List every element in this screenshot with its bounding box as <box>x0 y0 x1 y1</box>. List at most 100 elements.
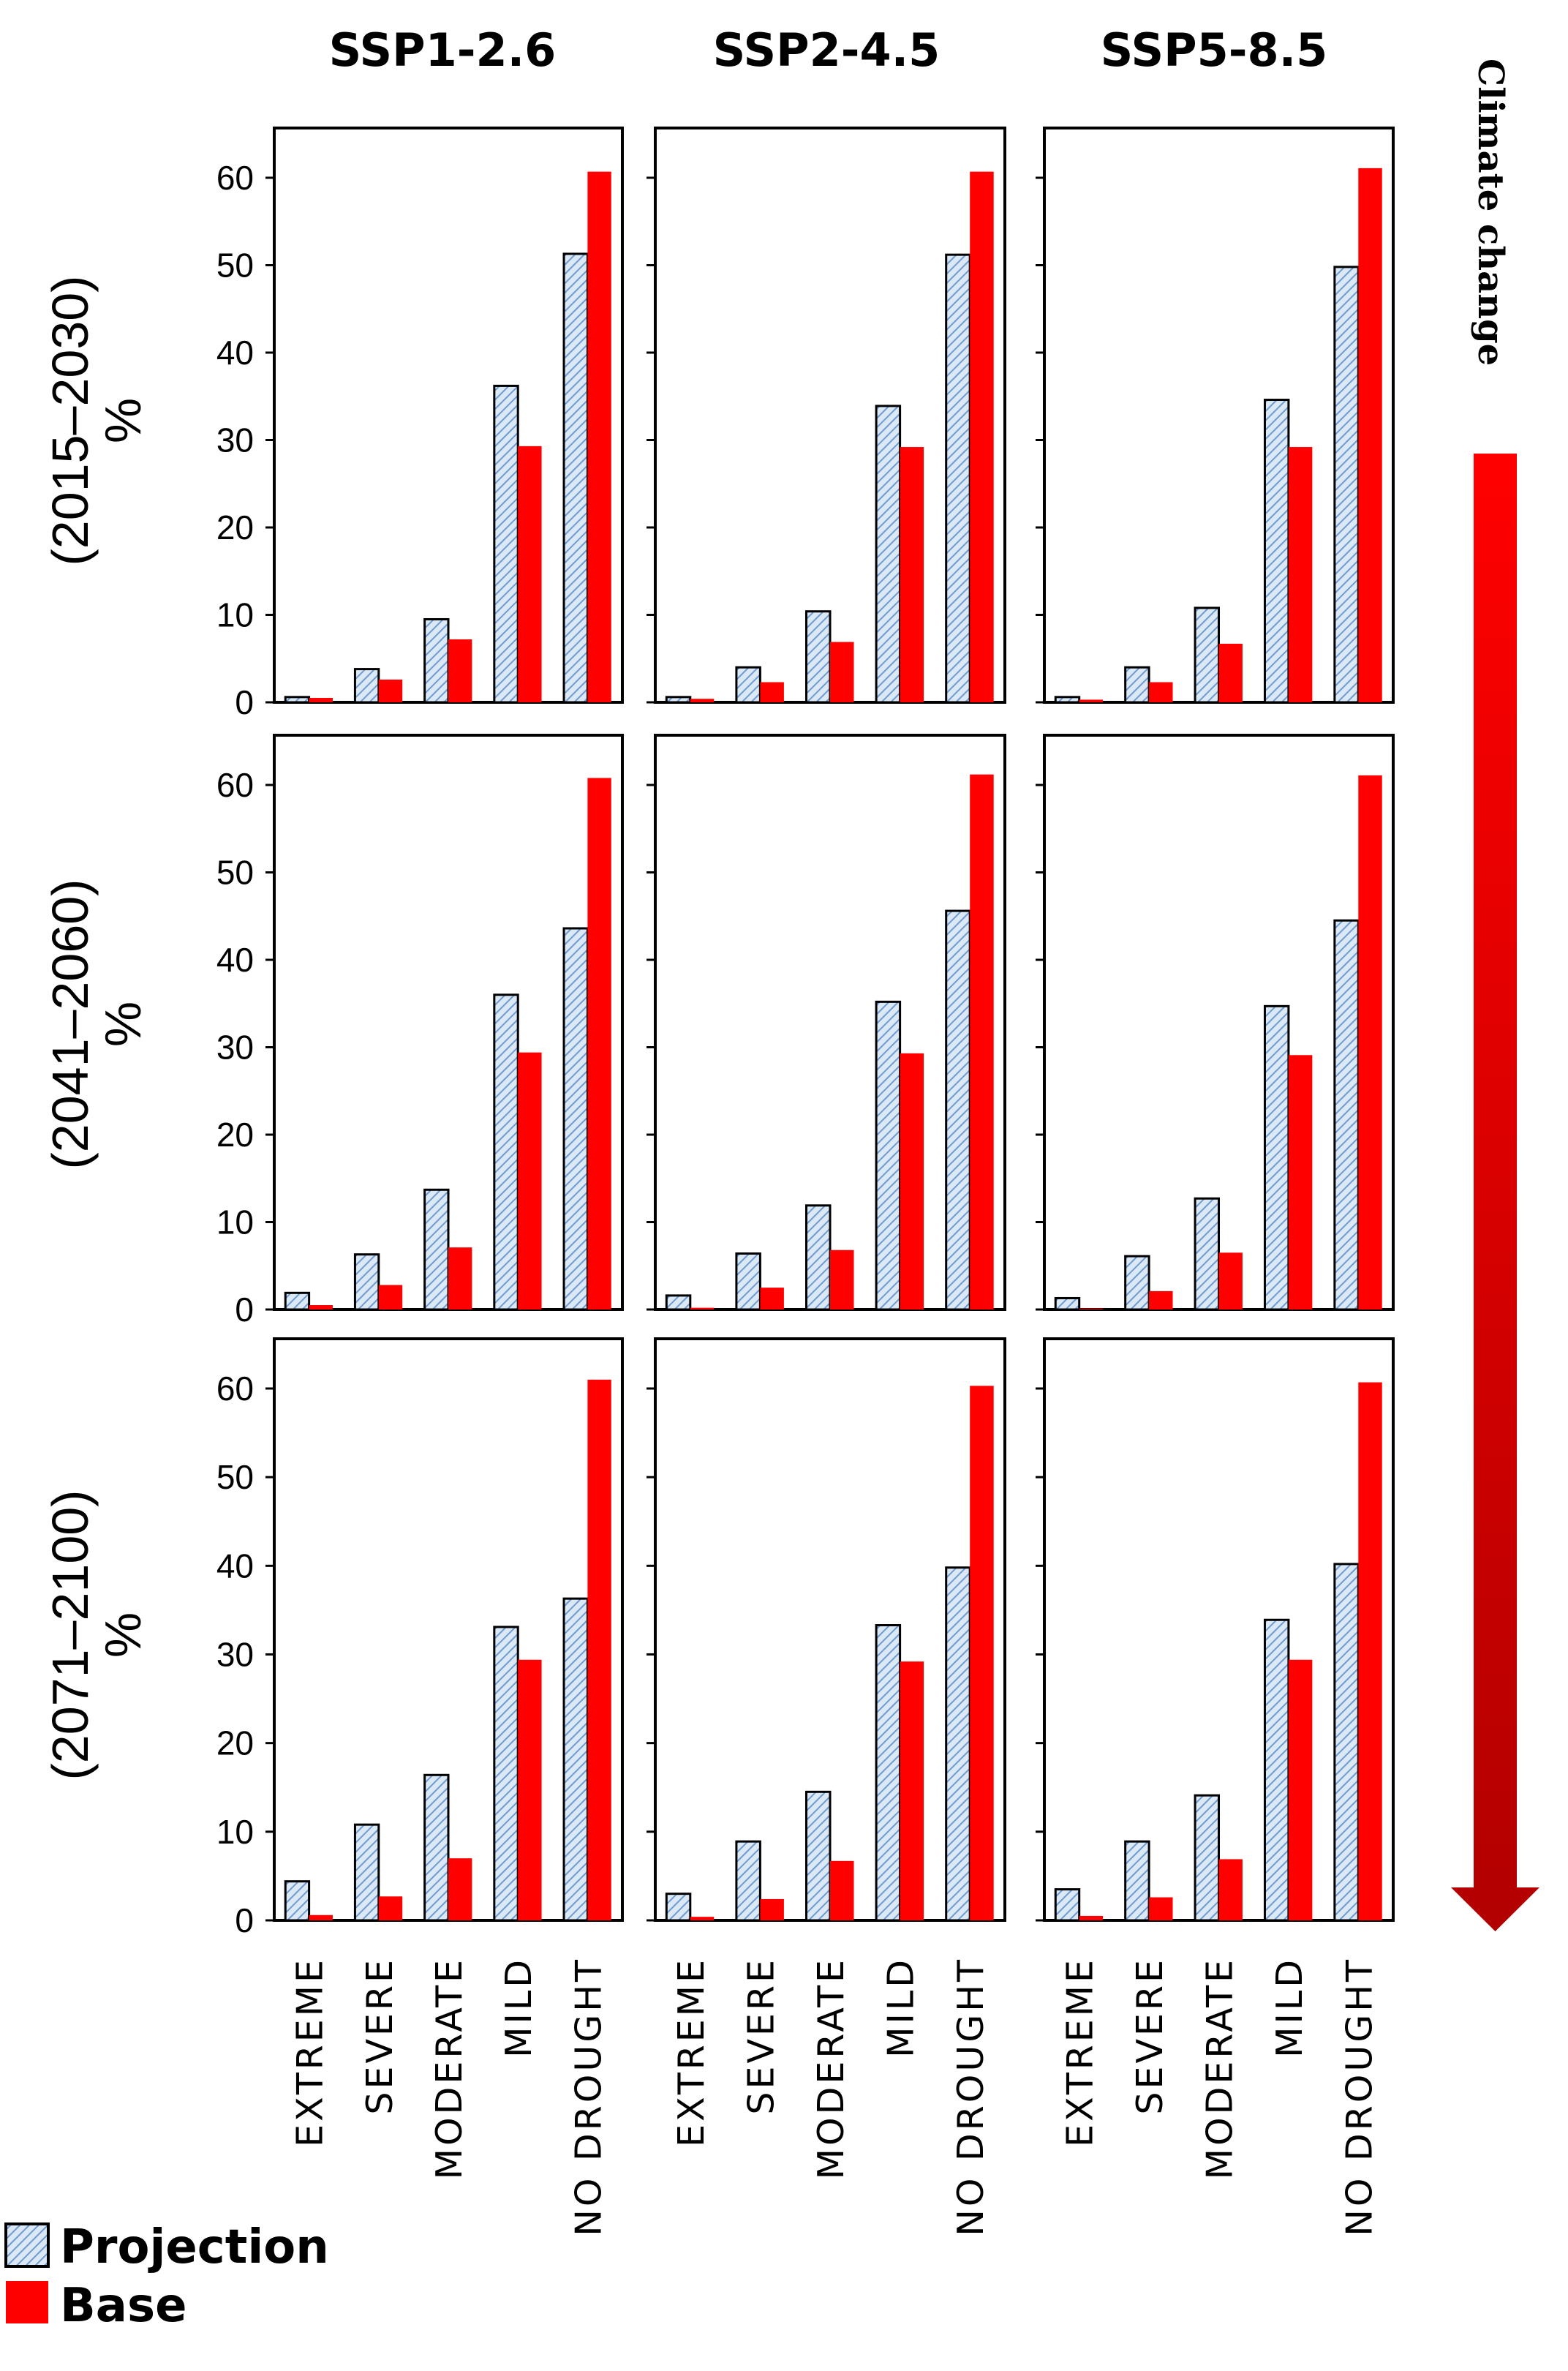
bar-projection-mild <box>875 405 902 704</box>
bar-base-no-drought <box>1358 1382 1382 1920</box>
row-unit-label: % <box>94 398 151 443</box>
bar-projection-mild <box>1263 1004 1290 1311</box>
bar-base-extreme <box>1079 1308 1104 1310</box>
y-tick-label: 50 <box>216 1458 254 1496</box>
column-title-ssp5-8.5: SSP5-8.5 <box>1101 23 1328 77</box>
bar-base-no-drought <box>587 1379 611 1920</box>
row-label-2041-2060: (2041–2060) <box>42 879 99 1170</box>
bar-base-mild <box>900 1053 924 1310</box>
bar-base-mild <box>900 1661 924 1920</box>
bar-base-severe <box>1149 682 1173 702</box>
bar-projection-moderate <box>1194 1197 1220 1311</box>
row-unit-label: % <box>94 1002 151 1047</box>
bar-base-moderate <box>448 1858 472 1920</box>
bar-base-extreme <box>309 1305 333 1310</box>
bar-projection-mild <box>493 1626 519 1922</box>
bar-projection-extreme <box>284 696 311 704</box>
legend-label-projection: Projection <box>60 2220 329 2274</box>
bar-base-severe <box>1149 1897 1173 1920</box>
bar-projection-no-drought <box>945 909 971 1311</box>
bar-projection-no-drought <box>562 252 589 704</box>
bar-base-no-drought <box>970 171 994 702</box>
bar-base-severe <box>1149 1290 1173 1310</box>
panel-ssp5-8-5-2015-2030 <box>1036 127 1395 704</box>
category-label-mild: MILD <box>498 1957 540 2058</box>
y-tick-label: 30 <box>216 421 254 459</box>
category-label-severe: SEVERE <box>740 1957 782 2115</box>
panel-ssp1-2-6-2015-2030: 0 10 20 30 40 50 60 <box>216 127 624 721</box>
y-tick-label: 10 <box>216 1813 254 1851</box>
panel-ssp2-4-5-2041-2060 <box>647 734 1006 1311</box>
category-label-moderate: MODERATE <box>1199 1957 1241 2179</box>
bar-base-moderate <box>1218 1859 1243 1920</box>
bar-base-mild <box>1288 1659 1313 1920</box>
y-tick-label: 60 <box>216 1369 254 1408</box>
bar-base-severe <box>760 1288 784 1310</box>
bar-projection-no-drought <box>945 1566 971 1922</box>
bar-projection-severe <box>353 668 380 704</box>
bar-projection-severe <box>1124 666 1150 704</box>
category-label-extreme: EXTREME <box>1060 1957 1101 2147</box>
bar-base-extreme <box>1079 1915 1104 1920</box>
bar-base-severe <box>378 1896 403 1920</box>
bar-projection-severe <box>353 1823 380 1922</box>
bar-base-mild <box>518 1052 542 1310</box>
legend-label-base: Base <box>60 2279 186 2333</box>
category-label-extreme: EXTREME <box>671 1957 712 2147</box>
bar-projection-extreme <box>1054 1888 1081 1922</box>
bar-projection-mild <box>493 384 519 704</box>
y-tick-label: 0 <box>235 1901 254 1939</box>
bar-projection-moderate <box>804 1204 832 1311</box>
bar-projection-severe <box>353 1253 380 1311</box>
bar-projection-extreme <box>1054 696 1081 704</box>
climate-change-arrow <box>1451 454 1539 1931</box>
panel-ssp2-4-5-2071-2100: EXTREME SEVERE MODERATE MILD NO DROUGHT <box>647 1337 1006 2236</box>
bar-projection-mild <box>875 1000 902 1311</box>
y-tick-label: 30 <box>216 1636 254 1674</box>
bar-base-severe <box>378 1285 403 1310</box>
bar-base-extreme <box>1079 699 1104 702</box>
y-tick-label: 50 <box>216 247 254 285</box>
category-label-no-drought: NO DROUGHT <box>1338 1957 1380 2236</box>
y-tick-label: 20 <box>216 508 254 546</box>
bar-projection-moderate <box>1194 1794 1220 1922</box>
category-label-moderate: MODERATE <box>810 1957 852 2179</box>
bar-base-no-drought <box>1358 168 1382 703</box>
bar-projection-extreme <box>665 1893 692 1922</box>
panel-ssp5-8-5-2041-2060 <box>1036 734 1395 1311</box>
y-tick-label: 20 <box>216 1116 254 1154</box>
category-label-mild: MILD <box>881 1957 922 2058</box>
row-label-2015-2030: (2015–2030) <box>42 276 99 566</box>
y-tick-label: 0 <box>235 683 254 721</box>
y-tick-label: 50 <box>216 854 254 892</box>
bar-base-moderate <box>448 639 472 702</box>
panel-ssp1-2-6-2071-2100: 0 10 20 30 40 50 60 EXTREME SEVERE MODERATE MILD NO… <box>216 1337 624 2236</box>
bar-base-moderate <box>448 1247 472 1310</box>
bar-projection-severe <box>1124 1255 1150 1311</box>
legend-swatch-base <box>6 2281 48 2323</box>
category-label-no-drought: NO DROUGHT <box>568 1957 609 2236</box>
bar-projection-moderate <box>423 617 450 704</box>
climate-change-label: Climate change <box>1470 59 1511 366</box>
panel-ssp5-8-5-2071-2100: EXTREME SEVERE MODERATE MILD NO DROUGHT <box>1036 1337 1395 2236</box>
bar-base-extreme <box>690 699 715 702</box>
category-label-severe: SEVERE <box>359 1957 401 2115</box>
bar-projection-no-drought <box>1333 919 1360 1311</box>
y-tick-label: 10 <box>216 1203 254 1241</box>
bar-base-extreme <box>309 698 333 702</box>
bar-base-no-drought <box>587 171 611 702</box>
bar-projection-severe <box>1124 1840 1150 1922</box>
y-tick-label: 60 <box>216 159 254 197</box>
column-title-ssp2-4.5: SSP2-4.5 <box>713 23 941 77</box>
bar-projection-moderate <box>423 1773 450 1922</box>
y-tick-label: 60 <box>216 766 254 804</box>
bar-base-moderate <box>830 642 854 702</box>
bar-projection-mild <box>875 1624 902 1922</box>
bar-projection-moderate <box>1194 606 1220 704</box>
bar-projection-no-drought <box>945 253 971 704</box>
bar-projection-mild <box>1263 1618 1290 1922</box>
y-tick-label: 10 <box>216 596 254 634</box>
y-tick-label: 0 <box>235 1290 254 1329</box>
bar-projection-extreme <box>284 1291 311 1311</box>
category-label-extreme: EXTREME <box>290 1957 331 2147</box>
